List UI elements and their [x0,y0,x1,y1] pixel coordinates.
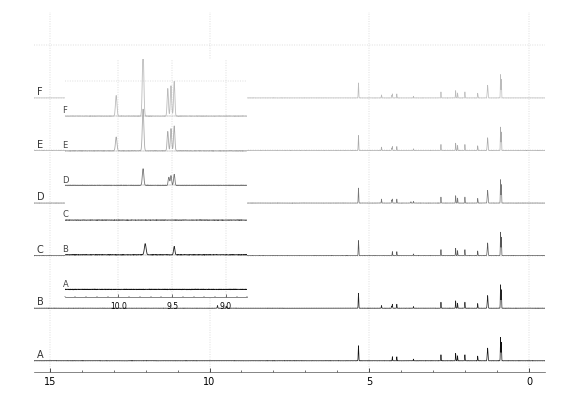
Text: A: A [37,350,43,360]
Text: E: E [37,139,43,150]
Text: E: E [62,141,68,150]
Text: F: F [37,87,43,97]
Text: D: D [62,176,69,185]
Text: F: F [62,107,67,116]
Text: D: D [37,192,44,202]
Text: A: A [62,280,68,289]
Text: C: C [37,245,44,255]
Text: B: B [37,297,44,307]
Text: C: C [62,211,69,219]
Text: B: B [62,245,69,254]
